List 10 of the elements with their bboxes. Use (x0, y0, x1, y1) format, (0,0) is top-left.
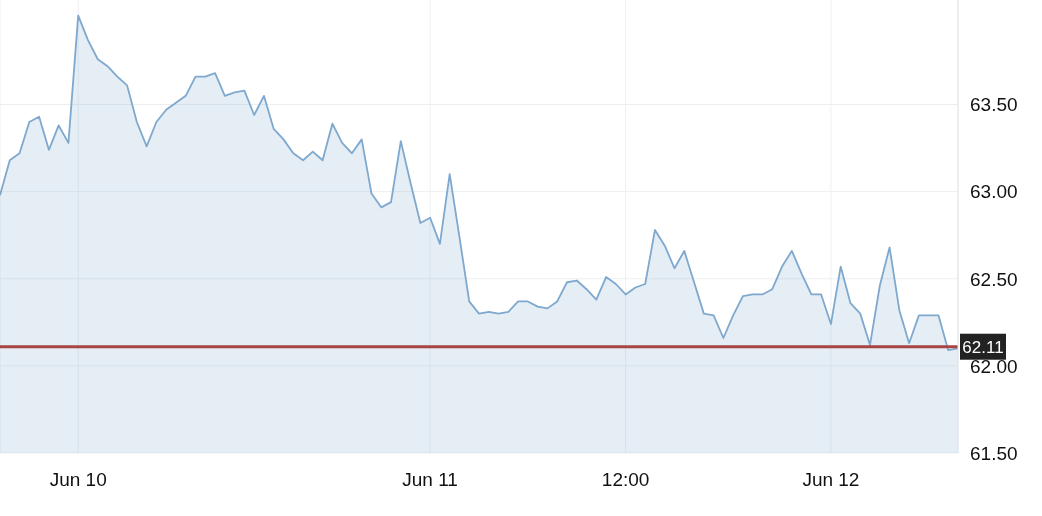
x-tick-label: 12:00 (601, 469, 650, 491)
y-tick-label: 61.50 (970, 442, 1018, 464)
ref-line-label: 62.11 (962, 337, 1004, 357)
y-tick-label: 62.50 (970, 268, 1018, 290)
y-tick-label: 63.50 (970, 94, 1018, 116)
y-tick-label: 63.00 (970, 181, 1018, 203)
x-tick-label: Jun 11 (402, 469, 458, 491)
x-tick-label: Jun 12 (802, 469, 860, 491)
x-tick-label: Jun 10 (49, 469, 107, 491)
y-tick-label: 62.00 (970, 355, 1018, 377)
